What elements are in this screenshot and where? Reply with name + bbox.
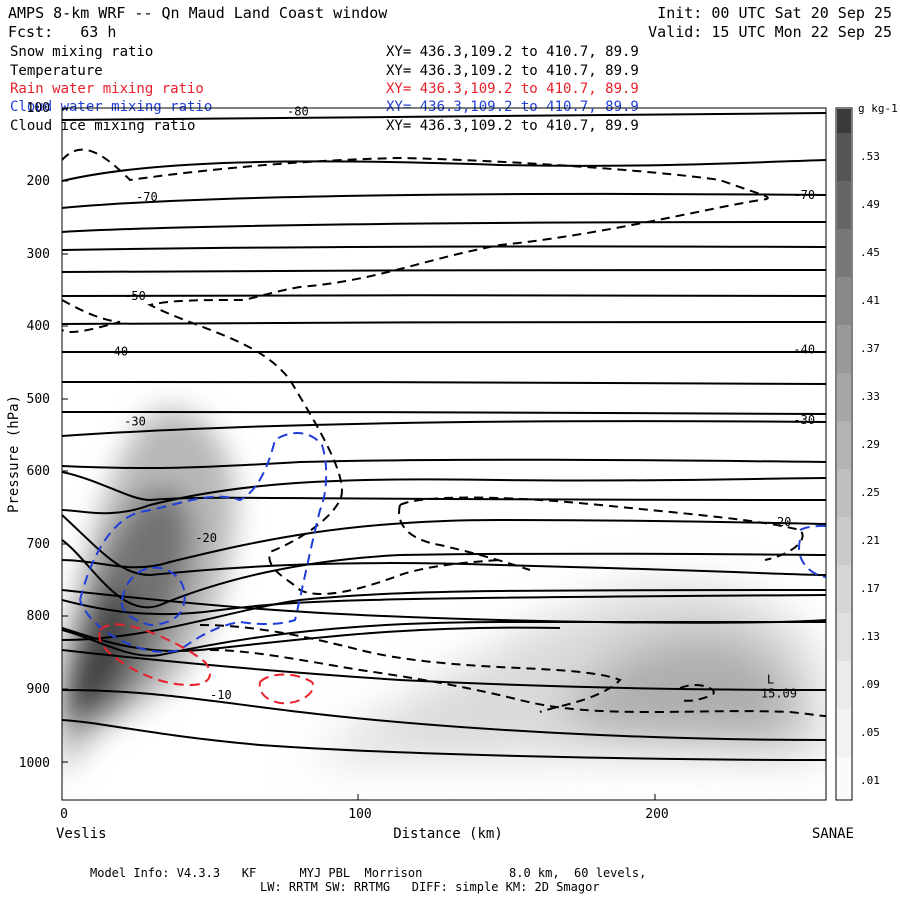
y-tick-label: 100 [27,101,50,116]
colorbar: g kg-1 [835,102,898,801]
y-tick-label: 900 [27,682,50,697]
plot-title: AMPS 8-km WRF -- Qn Maud Land Coast wind… [8,4,388,22]
temperature-label: -70 [136,190,158,204]
temperature-label: -70 [793,188,815,202]
colorbar-label: .17 [860,582,880,595]
legend-label-snow: Snow mixing ratio [10,44,154,60]
colorbar-label: .29 [860,438,880,451]
x-tick-label: 200 [645,807,668,822]
valid-time: Valid: 15 UTC Mon 22 Sep 25 [648,23,892,41]
temperature-label: -20 [770,515,792,529]
low-symbol: L [767,672,774,686]
temperature-label: -80 [287,105,309,119]
legend-label-cloud-ice: Cloud ice mixing ratio [10,118,196,134]
x-tick-label: 0 [60,807,68,822]
colorbar-label: .53 [860,150,880,163]
y-tick-label: 500 [27,392,50,407]
temperature-labels: -80 -70 -70 -50 -40 -40 -30 -30 -20 -20 -10 [106,105,815,702]
colorbar-label: .09 [860,678,880,691]
init-time: Init: 00 UTC Sat 20 Sep 25 [657,4,892,22]
x-tick-label: 100 [348,807,371,822]
temperature-label: -40 [793,343,815,357]
colorbar-labels: .53 .49 .45 .41 .37 .33 .29 .25 .21 .17 .13 .09 .05.… [860,150,880,787]
endpoint-right-label: SANAE [812,826,854,842]
rain-water-contours [98,623,315,705]
temperature-label: -50 [124,289,146,303]
temperature-label: -10 [210,688,232,702]
colorbar-label: .01 [860,774,880,787]
legend-label-temperature: Temperature [10,63,103,79]
temperature-label: -40 [106,345,128,359]
endpoint-left-label: Veslis [56,826,107,842]
legend-xy-cloud-ice: XY= 436.3,109.2 to 410.7, 89.9 [386,118,639,134]
legend-xy-rain: XY= 436.3,109.2 to 410.7, 89.9 [386,81,639,97]
colorbar-label: .41 [860,294,880,307]
x-axis-label: Distance (km) [393,826,503,842]
colorbar-label: .49 [860,198,880,211]
legend-xy-snow: XY= 436.3,109.2 to 410.7, 89.9 [386,44,639,60]
low-marker: L15.09 [761,672,797,700]
snow-shading-right [300,584,826,760]
colorbar-label: .21 [860,534,880,547]
y-tick-label: 300 [27,247,50,262]
colorbar-label: .05 [860,726,880,739]
temperature-label: -20 [195,531,217,545]
temperature-label: -30 [793,413,815,427]
legend-label-cloud-water: Cloud water mixing ratio [10,99,213,115]
y-tick-label: 600 [27,464,50,479]
colorbar-label: .45 [860,246,880,259]
low-value: 15.09 [761,686,797,700]
y-tick-label: 700 [27,537,50,552]
model-info-line1: Model Info: V4.3.3 KF MYJ PBL Morrison 8… [90,866,647,880]
y-axis-label: Pressure (hPa) [6,395,22,513]
snow-mixing-ratio-contours [62,148,826,717]
forecast-hour: Fcst: 63 h [8,23,117,41]
legend-label-rain: Rain water mixing ratio [10,81,204,97]
colorbar-label: .33 [860,390,880,403]
colorbar-label: .25 [860,486,880,499]
y-tick-label: 400 [27,319,50,334]
y-tick-label: 1000 [19,756,50,771]
snow-shading-left [62,408,236,780]
temperature-contours [62,112,826,761]
model-info-line2: LW: RRTM SW: RRTMG DIFF: simple KM: 2D S… [260,880,600,894]
y-tick-label: 200 [27,174,50,189]
colorbar-label: .37 [860,342,880,355]
colorbar-label: .13 [860,630,880,643]
colorbar-unit: g kg-1 [858,102,898,115]
axis-ticks [61,108,656,800]
temperature-label: -30 [124,414,146,428]
legend-xy-temperature: XY= 436.3,109.2 to 410.7, 89.9 [386,63,639,79]
y-tick-label: 800 [27,609,50,624]
legend-xy-cloud-water: XY= 436.3,109.2 to 410.7, 89.9 [386,99,639,115]
